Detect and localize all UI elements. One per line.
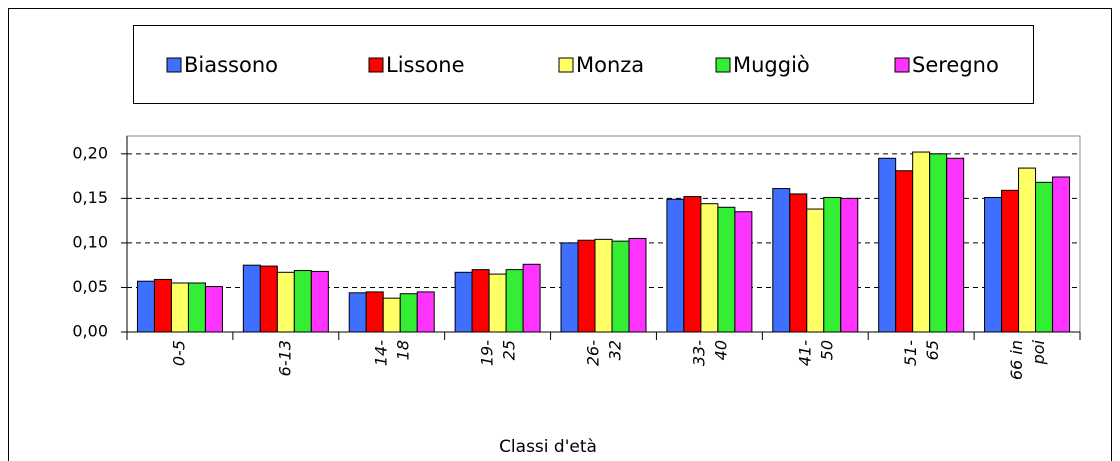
- legend-label: Lissone: [386, 53, 465, 77]
- x-tick-label: 14- 18: [371, 340, 412, 366]
- bar: [1001, 189, 1020, 333]
- legend-label: Seregno: [912, 53, 999, 77]
- bar: [929, 153, 948, 333]
- bar: [984, 196, 1003, 333]
- legend-swatch: [166, 57, 182, 73]
- bar: [471, 269, 490, 333]
- x-axis-label: Classi d'età: [499, 437, 597, 457]
- bar: [242, 264, 261, 333]
- bar: [522, 263, 541, 333]
- bar: [276, 271, 295, 333]
- bar: [399, 293, 418, 333]
- bar: [293, 270, 312, 333]
- bar: [382, 297, 401, 333]
- bar: [416, 291, 435, 333]
- bar: [840, 197, 859, 333]
- legend-label: Biassono: [184, 53, 278, 77]
- bar: [365, 291, 384, 333]
- bar: [734, 211, 753, 333]
- legend-swatch: [715, 57, 731, 73]
- bar: [1052, 176, 1071, 333]
- bar: [878, 157, 897, 333]
- bar: [348, 292, 367, 333]
- bar: [666, 198, 685, 333]
- bar: [895, 170, 914, 333]
- bar: [789, 193, 808, 333]
- bar: [259, 265, 278, 333]
- legend-swatch: [368, 57, 384, 73]
- y-tick-label: 0,15: [72, 188, 108, 207]
- bar: [577, 239, 596, 333]
- y-tick-label: 0,00: [72, 322, 108, 341]
- bar: [310, 270, 329, 333]
- x-tick-label: 66 in poi: [1007, 339, 1048, 380]
- bar: [594, 238, 613, 333]
- bar: [1035, 181, 1054, 333]
- y-tick-label: 0,10: [72, 232, 108, 251]
- y-tick-label: 0,05: [72, 277, 108, 296]
- legend-swatch: [558, 57, 574, 73]
- bar: [628, 237, 647, 333]
- y-tick-label: 0,20: [72, 143, 108, 162]
- x-tick-label: 19- 25: [477, 340, 518, 366]
- bar: [806, 208, 825, 333]
- x-tick-label: 26- 32: [583, 340, 624, 366]
- bar: [1018, 167, 1037, 333]
- bar: [488, 273, 507, 333]
- x-tick-label: 6-13: [275, 340, 294, 376]
- legend-swatch: [894, 57, 910, 73]
- bar: [204, 286, 223, 333]
- bar: [683, 196, 702, 333]
- bar: [717, 206, 736, 333]
- bar: [611, 240, 630, 333]
- bar: [700, 203, 719, 333]
- legend-box: [133, 25, 1034, 104]
- x-tick-label: 0-5: [169, 340, 188, 366]
- bar: [772, 188, 791, 333]
- bar: [912, 151, 931, 333]
- x-tick-label: 41- 50: [795, 340, 836, 366]
- x-tick-label: 33- 40: [689, 340, 730, 366]
- x-tick-label: 51- 65: [901, 340, 942, 366]
- bar: [946, 157, 965, 333]
- bar: [170, 282, 189, 333]
- bar: [823, 196, 842, 333]
- bar: [560, 242, 579, 333]
- legend-label: Muggiò: [733, 53, 810, 77]
- bar: [153, 278, 172, 333]
- bar: [454, 271, 473, 333]
- bar: [187, 282, 206, 333]
- bar: [136, 280, 155, 333]
- legend-label: Monza: [576, 53, 644, 77]
- bar: [505, 269, 524, 333]
